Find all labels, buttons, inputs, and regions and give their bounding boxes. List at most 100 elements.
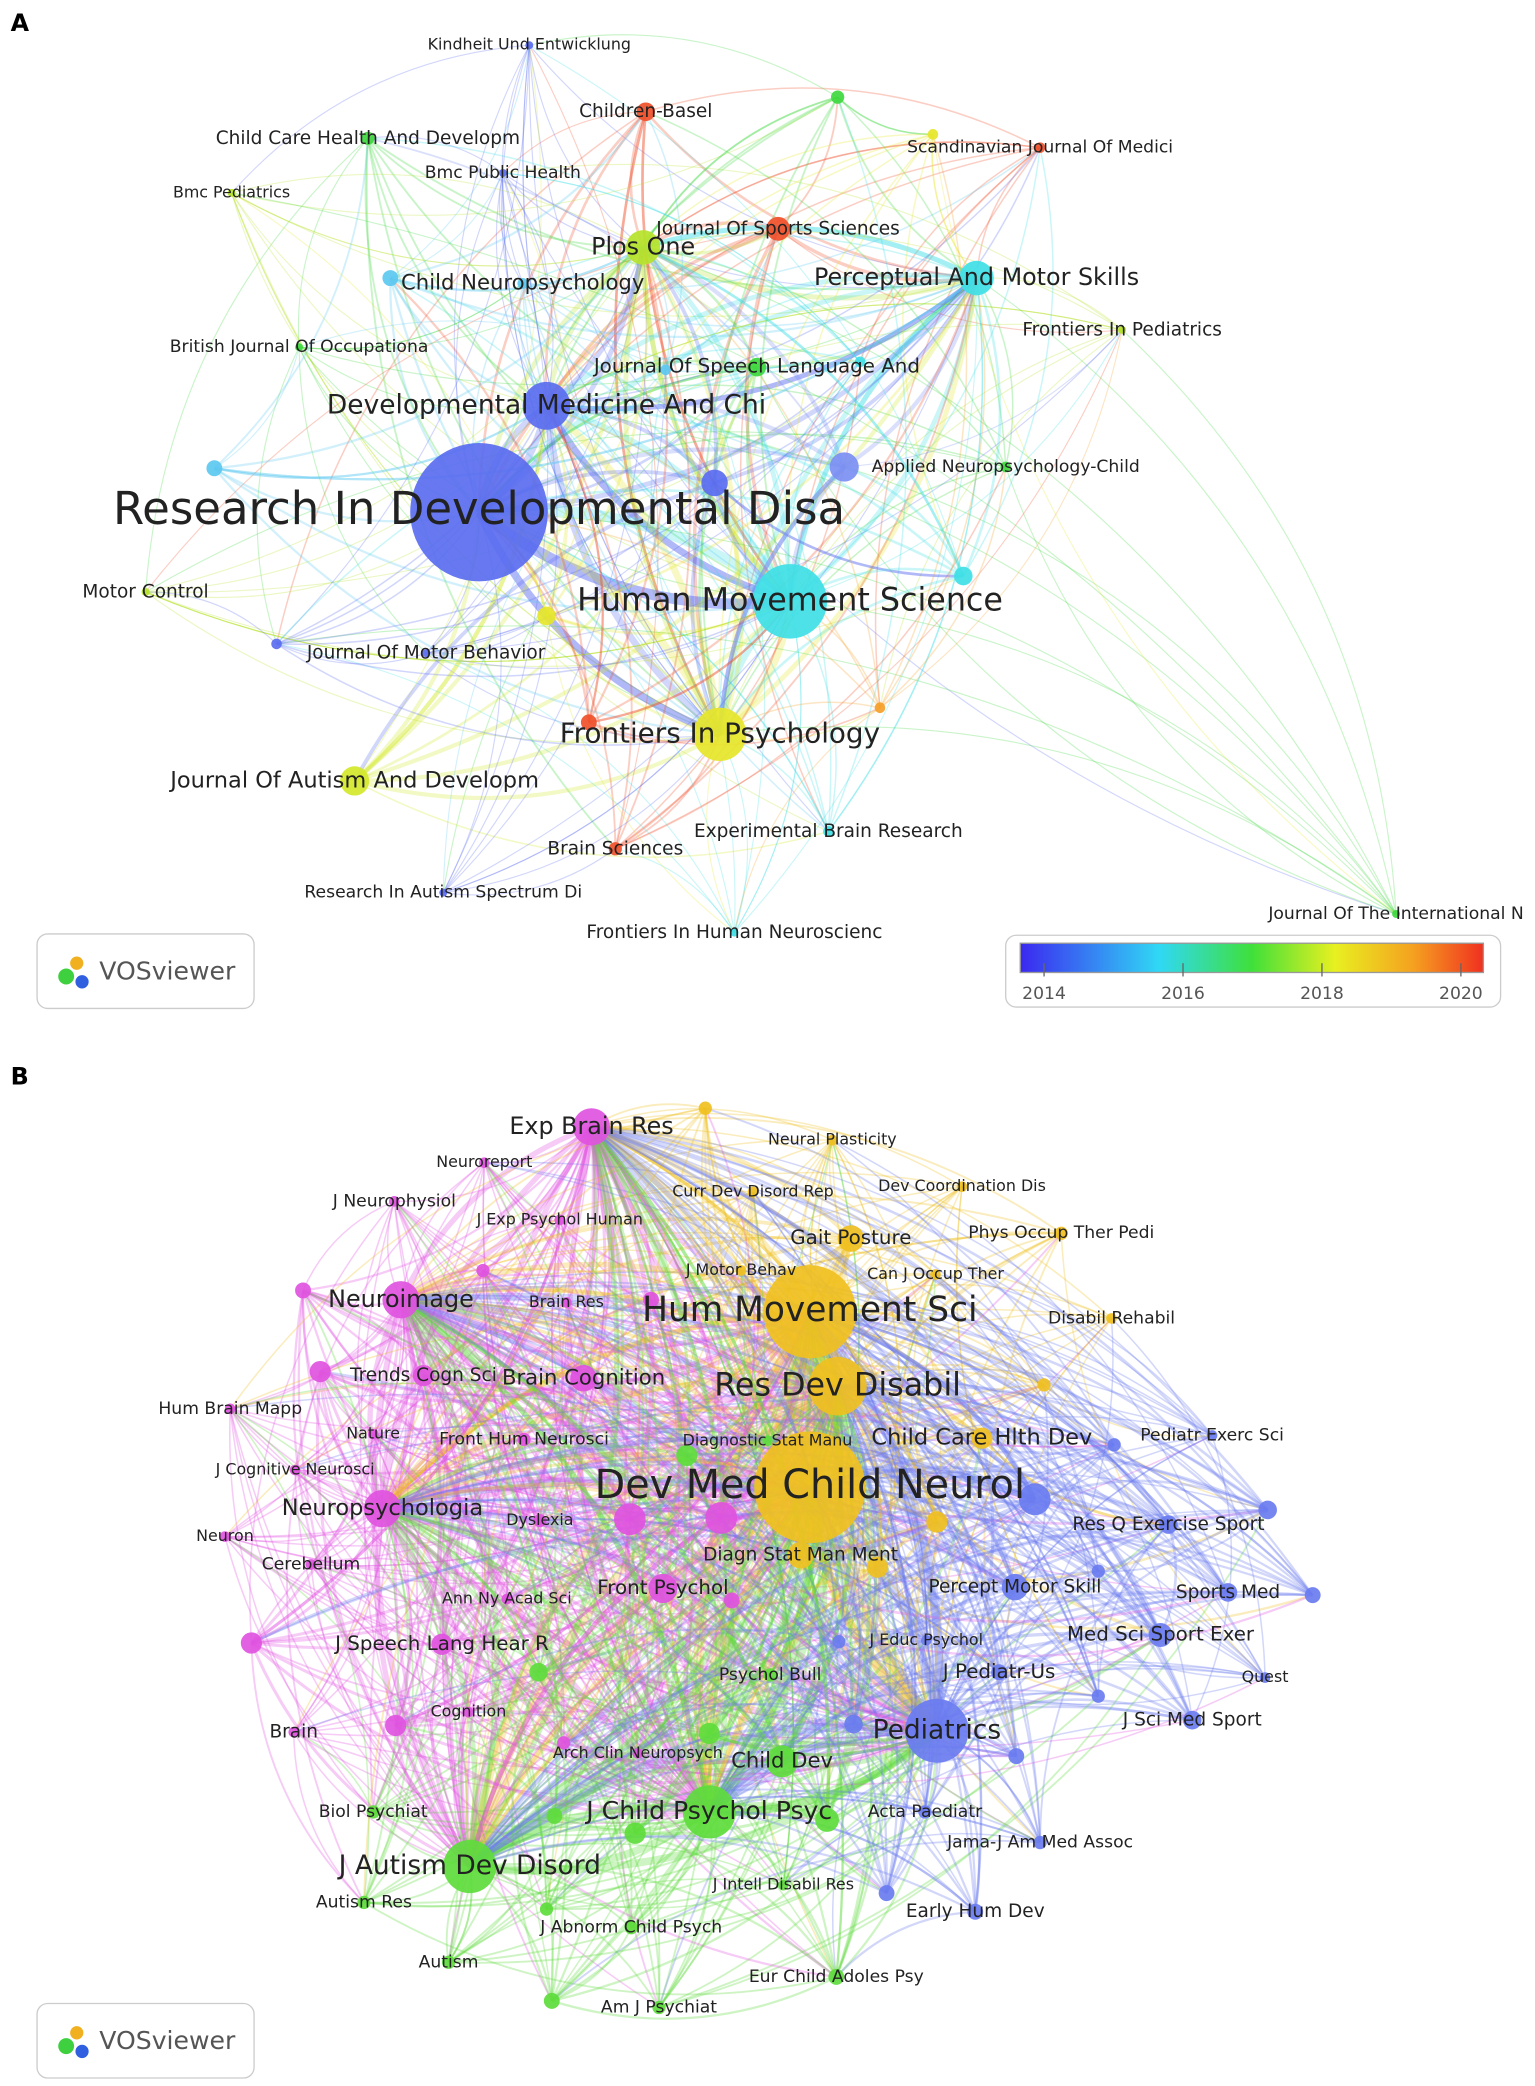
edge xyxy=(398,1298,938,1734)
node xyxy=(537,606,556,626)
node-label: Exp Brain Res xyxy=(509,1112,673,1140)
edge xyxy=(440,1643,710,1814)
logo-icon xyxy=(75,2044,89,2059)
node xyxy=(967,1903,984,1920)
edge xyxy=(145,431,1006,593)
edge xyxy=(483,1162,1169,1526)
edge xyxy=(544,272,977,408)
edge xyxy=(468,1565,878,1868)
node-label: Quest xyxy=(1242,1667,1289,1686)
edge xyxy=(936,1593,1313,1732)
node-label: Res Dev Disabil xyxy=(714,1365,961,1403)
edge xyxy=(651,1269,742,1301)
edge xyxy=(836,1385,865,1643)
node xyxy=(1054,1226,1068,1240)
edge xyxy=(294,1299,402,1471)
edge xyxy=(629,1518,888,1894)
edge xyxy=(539,1519,937,1732)
edge xyxy=(980,1437,1169,1526)
edge xyxy=(614,247,691,850)
edge xyxy=(511,1671,553,2002)
edge xyxy=(298,277,977,386)
node-label: Brain xyxy=(269,1722,318,1743)
edge xyxy=(400,1285,840,1389)
edge xyxy=(382,1507,711,1735)
edge xyxy=(719,147,1041,735)
node xyxy=(866,1556,888,1578)
edge xyxy=(310,1385,839,1567)
edge xyxy=(390,45,530,279)
node-label: Neuroreport xyxy=(436,1152,532,1171)
edge xyxy=(483,1162,938,1732)
node xyxy=(529,1662,548,1682)
edge xyxy=(294,1126,593,1471)
edge xyxy=(466,1382,840,1868)
edge xyxy=(808,1486,874,1978)
edge xyxy=(467,1126,606,1713)
edges-a xyxy=(144,34,1397,934)
edge xyxy=(251,1642,771,1714)
edge xyxy=(251,1486,811,1650)
edge xyxy=(563,1729,938,1776)
edge xyxy=(662,1587,771,1676)
edge xyxy=(468,1801,828,1868)
edge xyxy=(545,615,735,934)
edge xyxy=(591,1125,1045,1386)
edge xyxy=(256,346,300,645)
edge xyxy=(708,1671,1000,1813)
edge xyxy=(400,1162,485,1300)
node-label: Trends Cogn Sci xyxy=(349,1365,497,1386)
edge xyxy=(641,245,978,301)
edge xyxy=(545,615,721,736)
node-label: J Cognitive Neurosci xyxy=(215,1460,375,1479)
edge xyxy=(468,1553,802,1868)
edge xyxy=(145,591,791,663)
edge xyxy=(224,1535,771,1684)
edge xyxy=(617,1454,689,1834)
node-label: Children-Basel xyxy=(579,101,712,122)
edge xyxy=(482,1269,840,1643)
edge xyxy=(658,1733,719,2009)
node-label: Pediatrics xyxy=(873,1714,1002,1745)
edge xyxy=(788,277,980,604)
edge xyxy=(224,1535,937,1739)
edge xyxy=(640,247,792,604)
edge xyxy=(310,1299,403,1565)
edge xyxy=(442,405,558,893)
edge xyxy=(936,1665,1266,1732)
edge xyxy=(457,1598,508,1867)
edge xyxy=(631,1811,926,1929)
edge xyxy=(390,172,504,279)
edge xyxy=(469,1863,838,1978)
edge xyxy=(295,1273,937,1475)
edge xyxy=(666,1191,754,1813)
node xyxy=(1259,1672,1271,1683)
node xyxy=(624,1822,646,1844)
edge xyxy=(423,1374,723,1519)
edge xyxy=(381,1308,1112,1510)
edge xyxy=(422,1126,593,1377)
edge xyxy=(422,1375,771,1676)
edge xyxy=(853,1640,928,1725)
edge xyxy=(553,1311,811,1817)
edge xyxy=(468,1440,769,1713)
edge xyxy=(382,1499,927,1641)
node xyxy=(766,216,790,241)
edge xyxy=(719,361,861,735)
edge xyxy=(1159,1524,1178,1636)
edge xyxy=(546,405,881,709)
edge xyxy=(400,1297,585,1380)
edge xyxy=(708,1639,927,1813)
edge xyxy=(1121,329,1397,914)
edge xyxy=(637,1311,811,1754)
edge xyxy=(469,1317,1112,1867)
edge xyxy=(844,466,1397,915)
edge xyxy=(145,591,720,744)
edge xyxy=(528,45,644,248)
node xyxy=(357,1895,371,1910)
node-label: Acta Paediatr xyxy=(868,1802,983,1822)
edge xyxy=(665,228,779,371)
node xyxy=(441,1955,456,1969)
edge xyxy=(354,45,542,782)
edge xyxy=(381,1406,983,1510)
